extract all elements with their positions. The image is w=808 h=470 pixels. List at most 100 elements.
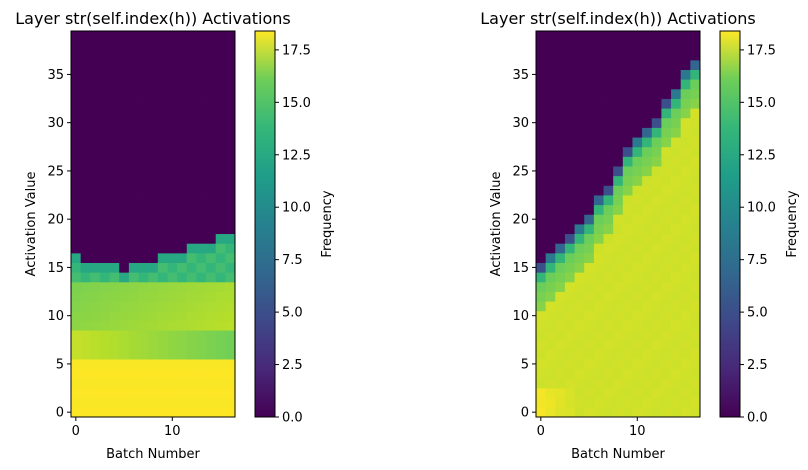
heatmap-cell (661, 243, 672, 254)
y-tick-label: 30 (512, 116, 529, 131)
heatmap-cell (128, 407, 139, 418)
heatmap-cell (167, 301, 178, 312)
heatmap-cell (215, 166, 226, 177)
heatmap-cell (680, 388, 691, 399)
heatmap-cell (632, 127, 643, 138)
heatmap-cell (215, 79, 226, 90)
heatmap-cell (680, 407, 691, 418)
heatmap-cell (90, 59, 101, 70)
heatmap-cell (206, 117, 217, 128)
heatmap-cell (574, 281, 585, 292)
heatmap-cell (196, 291, 207, 302)
heatmap-cell (128, 378, 139, 389)
heatmap-cell (157, 320, 168, 331)
heatmap-cell (555, 98, 566, 109)
heatmap-cell (109, 262, 120, 273)
heatmap-cell (671, 272, 682, 283)
heatmap-cell (206, 79, 217, 90)
heatmap-cell (71, 166, 82, 177)
heatmap-cell (157, 378, 168, 389)
heatmap-cell (80, 88, 91, 99)
heatmap-cell (632, 108, 643, 119)
heatmap-cell (642, 50, 653, 61)
heatmap-cell (584, 50, 595, 61)
heatmap-cell (186, 108, 197, 119)
heatmap-cell (680, 108, 691, 119)
heatmap-cell (574, 397, 585, 408)
heatmap-cell (593, 330, 604, 341)
heatmap-cell (651, 243, 662, 254)
heatmap-cell (196, 233, 207, 244)
heatmap-cell (536, 262, 547, 273)
heatmap-cell (206, 156, 217, 167)
heatmap-cell (632, 146, 643, 157)
heatmap-cell (157, 59, 168, 70)
heatmap-cell (603, 272, 614, 283)
heatmap-cell (225, 272, 236, 283)
heatmap-cell (555, 301, 566, 312)
y-tick-label: 5 (56, 357, 64, 372)
heatmap-cell (148, 88, 159, 99)
y-tick-label: 10 (47, 309, 64, 324)
heatmap-cell (613, 397, 624, 408)
right-x-axis-label: Batch Number (571, 447, 665, 462)
heatmap-cell (71, 98, 82, 109)
heatmap-cell (186, 156, 197, 167)
heatmap-cell (196, 79, 207, 90)
heatmap-cell (574, 252, 585, 263)
heatmap-cell (109, 31, 120, 42)
heatmap-cell (90, 233, 101, 244)
heatmap-cell (128, 214, 139, 225)
heatmap-cell (186, 388, 197, 399)
heatmap-cell (555, 79, 566, 90)
heatmap-cell (555, 50, 566, 61)
heatmap-cell (632, 214, 643, 225)
heatmap-cell (671, 195, 682, 206)
left-colorbar (254, 30, 276, 418)
heatmap-cell (603, 79, 614, 90)
heatmap-cell (128, 272, 139, 283)
heatmap-cell (119, 98, 130, 109)
heatmap-cell (90, 156, 101, 167)
heatmap-cell (642, 378, 653, 389)
heatmap-cell (196, 378, 207, 389)
heatmap-cell (661, 368, 672, 379)
heatmap-cell (536, 50, 547, 61)
heatmap-cell (196, 301, 207, 312)
heatmap-cell (671, 224, 682, 235)
heatmap-cell (128, 243, 139, 254)
heatmap-cell (80, 233, 91, 244)
heatmap-cell (186, 204, 197, 215)
heatmap-cell (564, 301, 575, 312)
heatmap-cell (148, 310, 159, 321)
heatmap-cell (661, 281, 672, 292)
y-tick-label: 20 (512, 213, 529, 228)
heatmap-cell (555, 272, 566, 283)
heatmap-cell (196, 330, 207, 341)
heatmap-cell (622, 59, 633, 70)
heatmap-cell (157, 233, 168, 244)
heatmap-cell (593, 281, 604, 292)
heatmap-cell (186, 98, 197, 109)
heatmap-cell (661, 137, 672, 148)
heatmap-cell (564, 368, 575, 379)
heatmap-cell (593, 320, 604, 331)
heatmap-cell (80, 166, 91, 177)
heatmap-cell (167, 272, 178, 283)
heatmap-cell (564, 339, 575, 350)
heatmap-cell (138, 40, 149, 51)
heatmap-cell (593, 175, 604, 186)
heatmap-cell (99, 320, 110, 331)
heatmap-cell (138, 243, 149, 254)
heatmap-cell (148, 339, 159, 350)
heatmap-cell (564, 320, 575, 331)
heatmap-cell (584, 214, 595, 225)
heatmap-cell (177, 127, 188, 138)
heatmap-cell (186, 349, 197, 360)
heatmap-cell (651, 127, 662, 138)
heatmap-cell (99, 301, 110, 312)
heatmap-cell (690, 330, 701, 341)
heatmap-cell (71, 156, 82, 167)
heatmap-cell (225, 397, 236, 408)
heatmap-cell (119, 359, 130, 370)
